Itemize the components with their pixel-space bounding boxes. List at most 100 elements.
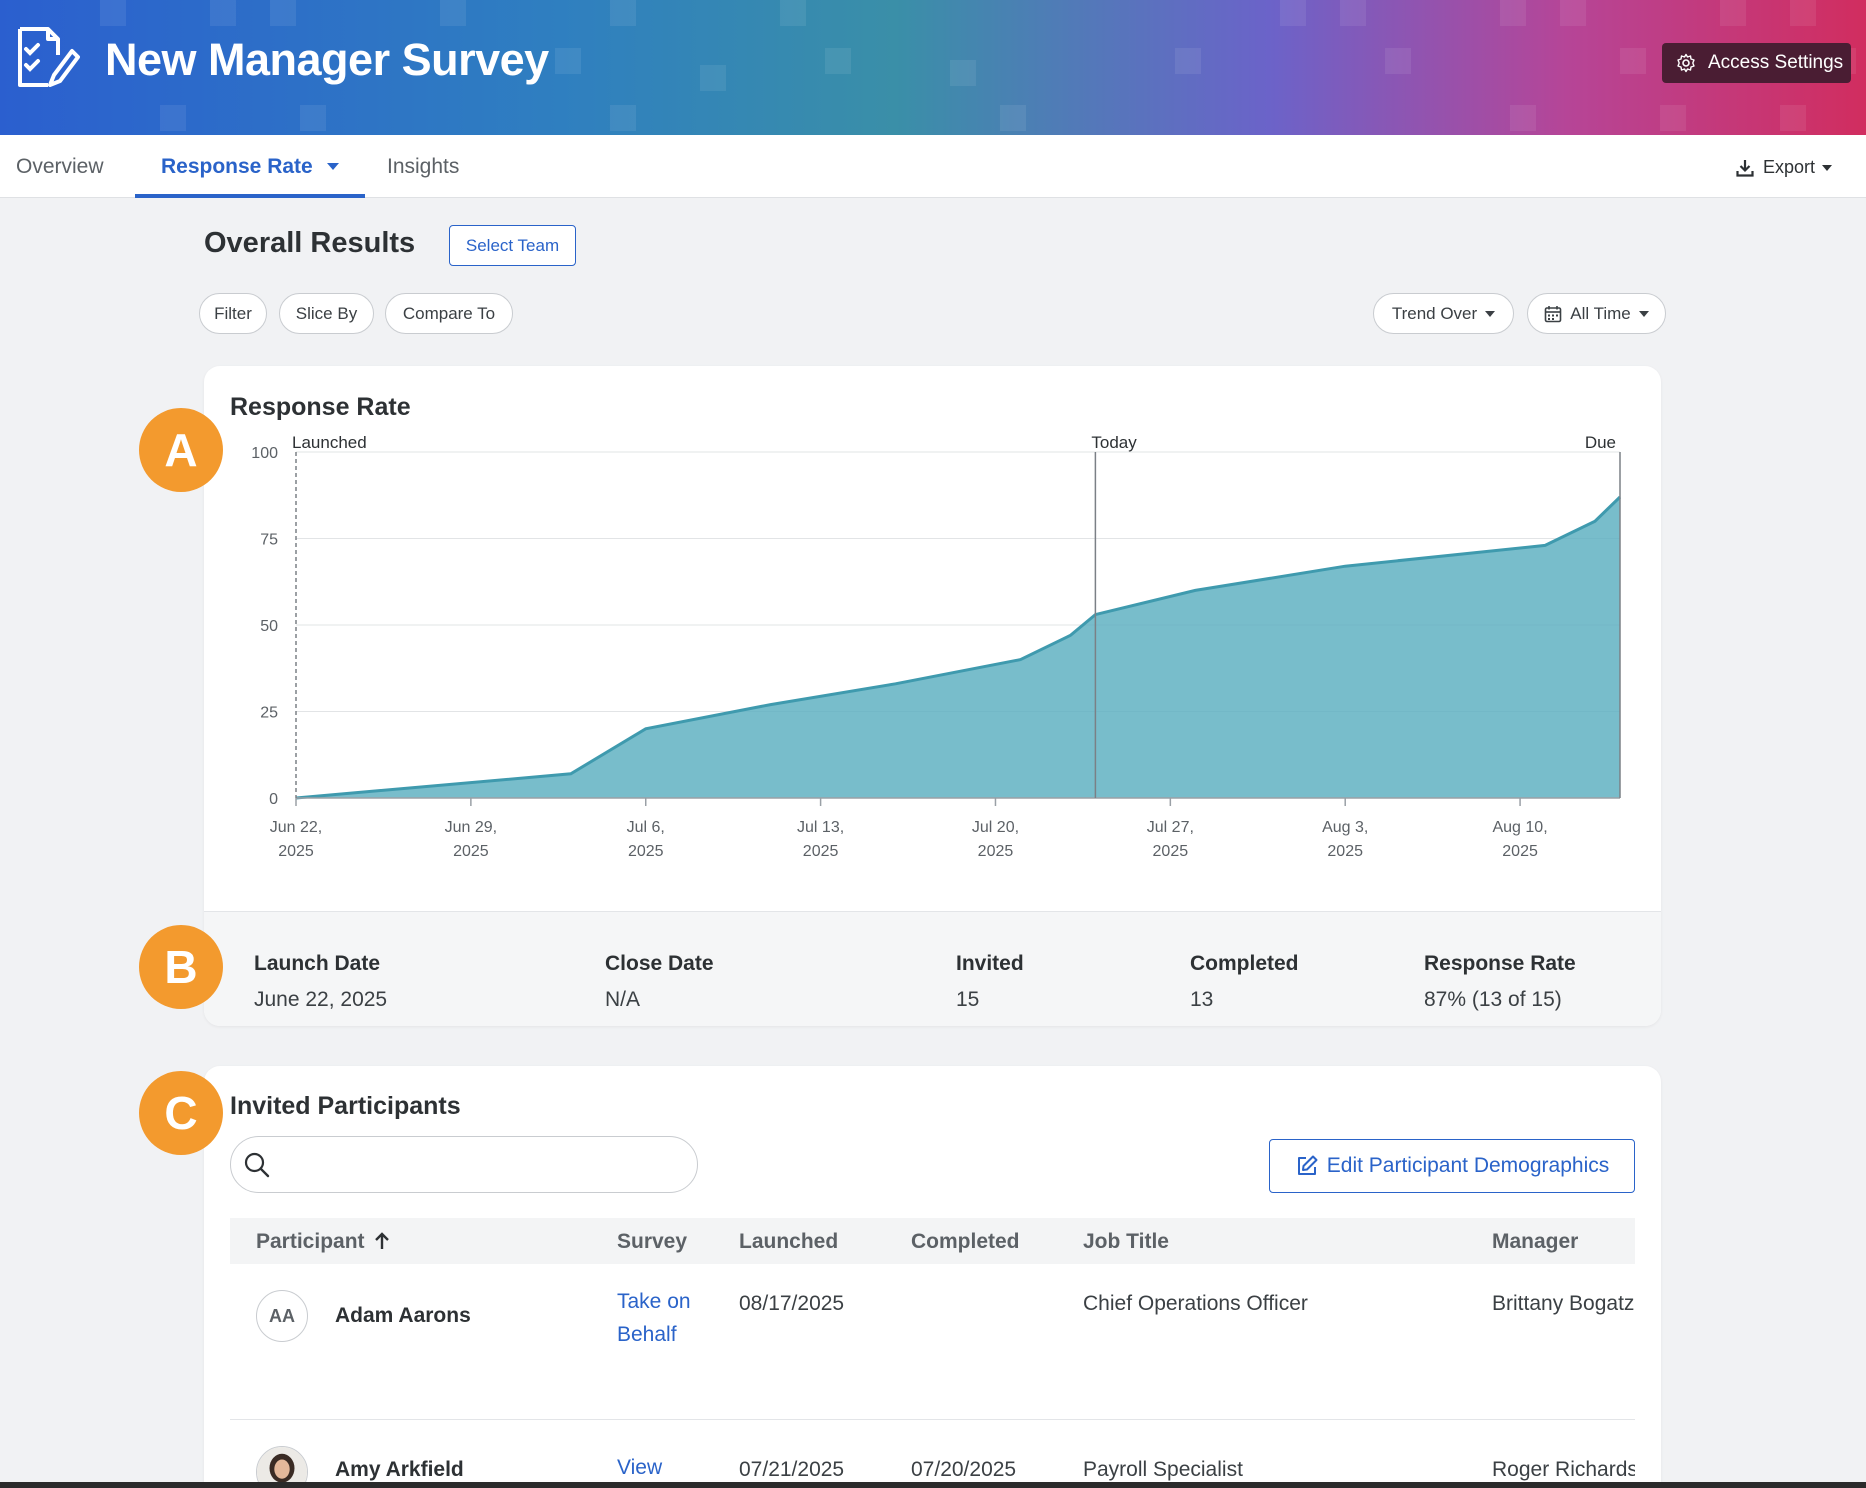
banner-tile (1510, 105, 1536, 131)
take-on-behalf-link[interactable]: Take on Behalf (617, 1290, 691, 1346)
column-completed[interactable]: Completed (911, 1230, 1020, 1253)
x-tick-label: 2025 (803, 843, 839, 860)
banner-tile (1720, 0, 1746, 26)
access-settings-button[interactable]: Access Settings (1662, 43, 1851, 83)
job-title: Chief Operations Officer (1083, 1292, 1308, 1315)
download-icon (1736, 159, 1754, 177)
chevron-down-icon (1485, 310, 1496, 317)
response-line (295, 495, 1622, 800)
participant-search-input[interactable] (230, 1136, 698, 1193)
y-tick-label: 75 (260, 532, 278, 549)
export-button[interactable]: Export (1736, 157, 1833, 178)
calendar-icon (1544, 305, 1562, 322)
response-area (296, 497, 1620, 798)
launched-date: 08/17/2025 (739, 1292, 845, 1315)
response-rate-card: Response Rate 0 25 50 75 100 Jun 22, 2025 Jun 2… (204, 366, 1661, 1026)
banner-tile (1385, 48, 1411, 74)
all-time-dropdown[interactable]: All Time (1527, 293, 1666, 334)
banner-tile (1340, 0, 1366, 26)
x-tick-label: 2025 (453, 843, 489, 860)
stat-launch-date: Launch Date June 22, 2025 (254, 952, 387, 1012)
banner-tile (160, 105, 186, 131)
stat-label: Launch Date (254, 952, 381, 975)
x-tick-label: Jul 20, (972, 819, 1019, 836)
search-icon (244, 1152, 270, 1178)
manager-name: Brittany Bogatz (1492, 1292, 1635, 1315)
tab-overview-label: Overview (16, 154, 104, 178)
banner-tile (950, 60, 976, 86)
sort-ascending-icon (375, 1232, 390, 1249)
banner-tile (1500, 0, 1526, 26)
tab-overview[interactable]: Overview (16, 135, 104, 198)
trend-over-dropdown[interactable]: Trend Over (1373, 293, 1514, 334)
column-job-title[interactable]: Job Title (1083, 1230, 1169, 1253)
banner-tile (1780, 105, 1806, 131)
y-tick-label: 25 (260, 705, 278, 722)
x-tick-label: Aug 3, (1322, 819, 1368, 836)
x-tick-label: Jul 6, (627, 819, 665, 836)
tab-insights-label: Insights (387, 154, 460, 178)
response-rate-chart: 0 25 50 75 100 Jun 22, 2025 Jun 29, 2025 Jul 6, 20… (251, 433, 1622, 860)
tab-insights[interactable]: Insights (387, 135, 459, 198)
participant-name: Amy Arkfield (335, 1458, 464, 1481)
banner-tile (270, 0, 296, 26)
stat-value: 87% (13 of 15) (1424, 988, 1562, 1011)
banner-tile (1660, 105, 1686, 131)
event-marker-label: Launched (292, 433, 367, 452)
slice-by-button[interactable]: Slice By (279, 293, 374, 334)
banner-tile (1620, 48, 1646, 74)
column-manager[interactable]: Manager (1492, 1230, 1579, 1253)
survey-clipboard-icon (18, 27, 80, 87)
completed-date: 07/20/2025 (911, 1458, 1017, 1481)
y-tick-label: 0 (269, 791, 278, 808)
stat-completed: Completed 13 (1190, 952, 1299, 1012)
avatar (256, 1446, 308, 1488)
stat-invited: Invited 15 (956, 952, 1024, 1012)
stat-close-date: Close Date N/A (605, 952, 714, 1012)
x-tick-label: 2025 (1327, 843, 1363, 860)
gear-icon (1677, 53, 1695, 73)
participant-name: Adam Aarons (335, 1304, 471, 1327)
marker-a: A (139, 408, 223, 492)
banner-tile (825, 48, 851, 74)
banner-tile (100, 0, 126, 26)
stat-label: Close Date (605, 952, 714, 975)
banner-tile (210, 0, 236, 26)
page-title: New Manager Survey (105, 34, 549, 85)
column-survey[interactable]: Survey (617, 1230, 688, 1253)
tab-response-rate-label: Response Rate (161, 154, 313, 178)
stat-label: Response Rate (1424, 952, 1576, 975)
table-row: Amy Arkfield View 07/21/2025 07/20/2025 … (230, 1420, 1635, 1488)
marker-c: C (139, 1071, 223, 1155)
x-tick-label: 2025 (1502, 843, 1538, 860)
chart-title: Response Rate (230, 393, 411, 421)
column-participant[interactable]: Participant (256, 1230, 390, 1254)
all-time-label: All Time (1570, 303, 1631, 323)
compare-to-button[interactable]: Compare To (385, 293, 513, 334)
view-link[interactable]: View (617, 1456, 663, 1479)
stats-bar: Launch Date June 22, 2025 Close Date N/A… (204, 911, 1661, 1026)
edit-participant-demographics-button[interactable]: Edit Participant Demographics (1269, 1139, 1635, 1193)
edit-demographics-label: Edit Participant Demographics (1326, 1154, 1610, 1177)
y-tick-label: 50 (260, 618, 278, 635)
participants-table-header: Participant Survey Launched Completed Jo… (230, 1218, 1635, 1264)
column-participant-label: Participant (256, 1230, 365, 1253)
banner-tile (1790, 0, 1816, 26)
tab-bar: Overview Response Rate Insights Export (0, 135, 1866, 198)
x-tick-label: Jul 27, (1147, 819, 1194, 836)
tab-response-rate[interactable]: Response Rate (135, 135, 365, 198)
event-marker-label: Today (1091, 433, 1137, 452)
select-team-button[interactable]: Select Team (449, 225, 576, 266)
x-tick-label: Jun 22, (270, 819, 322, 836)
chevron-down-icon (1822, 164, 1833, 171)
edit-icon (1297, 1155, 1318, 1175)
chevron-down-icon (1638, 310, 1649, 317)
x-tick-label: Jul 13, (797, 819, 844, 836)
header-banner: New Manager Survey Access Settings (0, 0, 1866, 135)
banner-tile (300, 105, 326, 131)
column-launched[interactable]: Launched (739, 1230, 839, 1253)
stat-value: 15 (956, 988, 980, 1011)
filter-button[interactable]: Filter (199, 293, 267, 334)
banner-tile (1280, 0, 1306, 26)
chevron-down-icon (326, 163, 339, 170)
